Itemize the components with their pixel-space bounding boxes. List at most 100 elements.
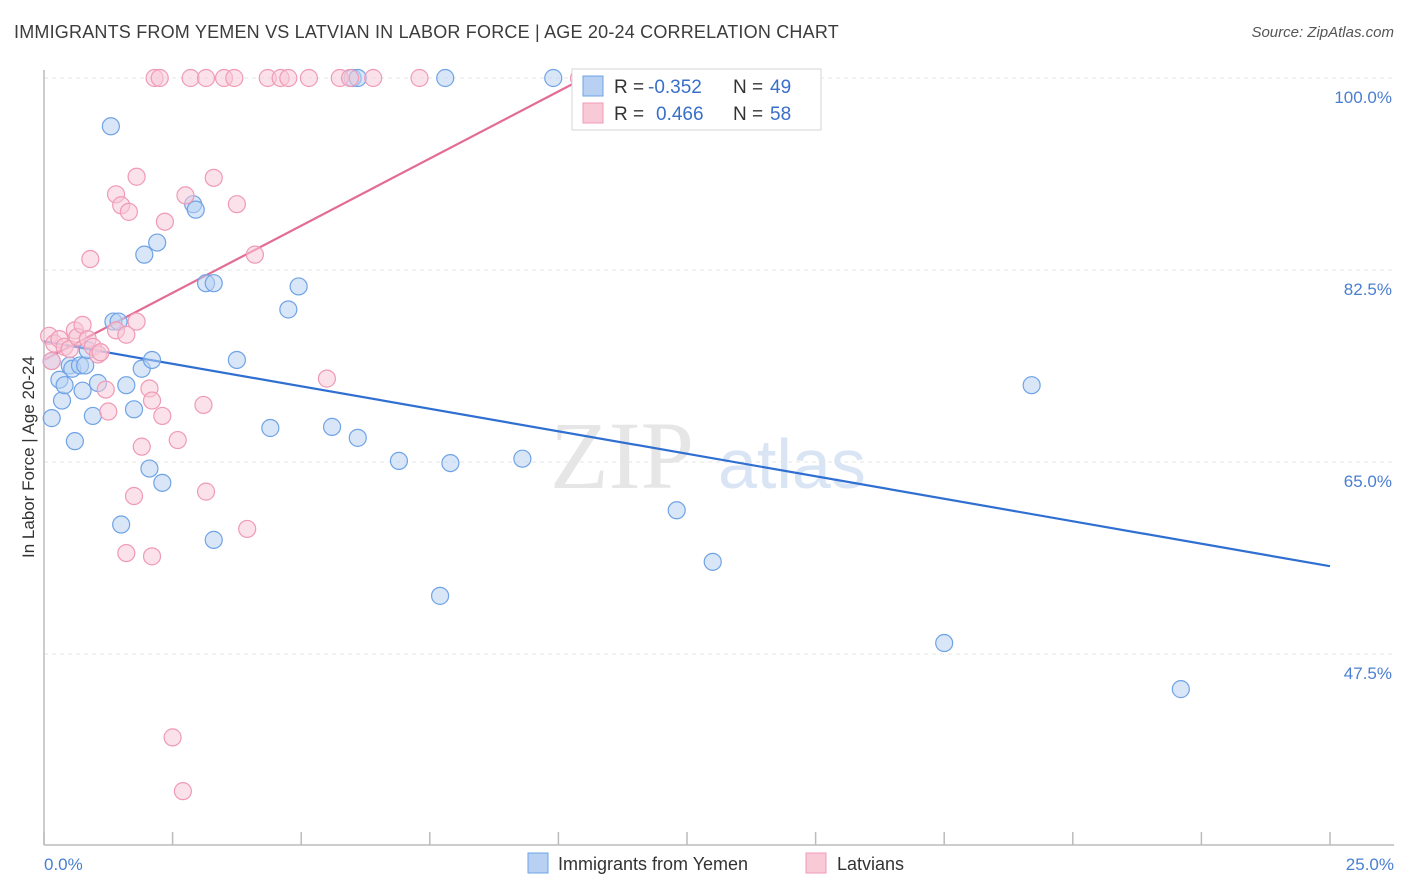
x-tick-label-min: 0.0% (44, 855, 83, 874)
point-yemen (101, 117, 120, 136)
data-points (40, 68, 1190, 801)
point-latvians (173, 782, 192, 801)
point-yemen (1171, 680, 1190, 699)
point-latvians (142, 391, 162, 410)
legend-r-label-yemen: R = (614, 77, 644, 98)
legend-n-value-latvians: 58 (770, 104, 791, 125)
point-latvians (99, 402, 118, 421)
legend-r-value-latvians: 0.466 (656, 104, 704, 125)
point-latvians (196, 68, 216, 88)
point-latvians (364, 68, 383, 88)
point-yemen (667, 501, 686, 520)
point-latvians (340, 68, 360, 88)
point-latvians (196, 482, 216, 501)
point-latvians (142, 547, 162, 566)
point-yemen (55, 376, 74, 395)
point-yemen (204, 274, 223, 293)
y-tick-labels: 47.5% 65.0% 82.5% 100.0% (1334, 88, 1392, 683)
point-latvians (117, 325, 136, 344)
watermark-zip: ZIP (550, 402, 694, 509)
legend-r-label-latvians: R = (614, 104, 644, 125)
y-tick-label: 47.5% (1344, 664, 1392, 683)
point-yemen (1022, 376, 1041, 395)
point-latvians (81, 249, 100, 269)
point-latvians (132, 437, 151, 456)
point-yemen (289, 277, 308, 296)
bottom-legend-swatch-latvians (805, 852, 827, 874)
point-latvians (299, 68, 319, 88)
point-yemen (124, 400, 144, 419)
stats-legend-box (571, 68, 822, 131)
point-yemen (135, 245, 154, 264)
point-yemen (430, 586, 450, 605)
point-yemen (42, 409, 61, 428)
point-latvians (238, 519, 257, 539)
point-yemen (935, 633, 954, 653)
point-yemen (142, 350, 162, 370)
bottom-legend-label-latvians: Latvians (837, 854, 904, 874)
x-tick-label-max: 25.0% (1346, 855, 1394, 874)
chart-source: Source: ZipAtlas.com (1251, 24, 1394, 41)
point-latvians (245, 245, 265, 264)
point-latvians (227, 195, 246, 214)
point-latvians (150, 68, 169, 88)
point-latvians (204, 168, 223, 187)
point-yemen (436, 68, 455, 88)
point-latvians (96, 380, 115, 399)
bottom-legend-swatch-yemen (527, 852, 549, 874)
point-latvians (119, 202, 138, 221)
point-yemen (544, 68, 563, 88)
point-yemen (112, 515, 131, 534)
series-legend: Immigrants from Yemen Latvians (527, 852, 904, 874)
point-yemen (83, 406, 102, 426)
point-yemen (204, 530, 223, 549)
point-latvians (194, 395, 213, 415)
point-yemen (140, 459, 159, 478)
point-yemen (117, 376, 136, 395)
point-latvians (153, 406, 172, 426)
y-tick-label: 100.0% (1334, 88, 1392, 107)
point-yemen (348, 428, 367, 447)
y-axis-label: In Labor Force | Age 20-24 (19, 356, 38, 558)
point-yemen (261, 418, 280, 438)
legend-r-value-yemen: -0.352 (648, 77, 702, 98)
point-latvians (42, 351, 61, 371)
point-yemen (65, 432, 84, 451)
point-latvians (127, 167, 146, 186)
point-latvians (127, 312, 146, 331)
point-latvians (91, 343, 110, 362)
point-latvians (410, 68, 429, 88)
legend-n-label-latvians: N = (733, 104, 763, 125)
point-latvians (117, 543, 136, 563)
point-yemen (322, 417, 342, 436)
x-tick-marks (43, 832, 1331, 845)
point-latvians (317, 369, 337, 388)
chart-title: IMMIGRANTS FROM YEMEN VS LATVIAN IN LABO… (14, 22, 839, 42)
legend-swatch-latvians (582, 102, 604, 124)
legend-n-value-yemen: 49 (770, 77, 791, 98)
axes (43, 70, 1394, 846)
point-yemen (186, 200, 205, 219)
point-yemen (513, 449, 532, 468)
y-tick-label: 65.0% (1344, 472, 1392, 491)
point-latvians (155, 212, 174, 231)
point-latvians (181, 68, 200, 88)
legend-n-label-yemen: N = (733, 77, 763, 98)
stats-legend: R = -0.352 N = 49 R = 0.466 N = 58 (571, 68, 822, 131)
point-latvians (176, 186, 195, 205)
point-yemen (73, 381, 92, 400)
point-yemen (389, 451, 409, 471)
point-yemen (153, 473, 172, 492)
point-yemen (441, 453, 460, 473)
point-latvians (225, 68, 244, 88)
legend-swatch-yemen (582, 75, 604, 97)
y-tick-label: 82.5% (1344, 280, 1392, 299)
point-yemen (227, 350, 246, 370)
bottom-legend-label-yemen: Immigrants from Yemen (558, 854, 748, 874)
trend-line-yemen (43, 340, 1331, 568)
point-latvians (168, 430, 187, 450)
point-yemen (148, 233, 167, 252)
point-yemen (703, 552, 722, 571)
point-latvians (279, 68, 298, 88)
